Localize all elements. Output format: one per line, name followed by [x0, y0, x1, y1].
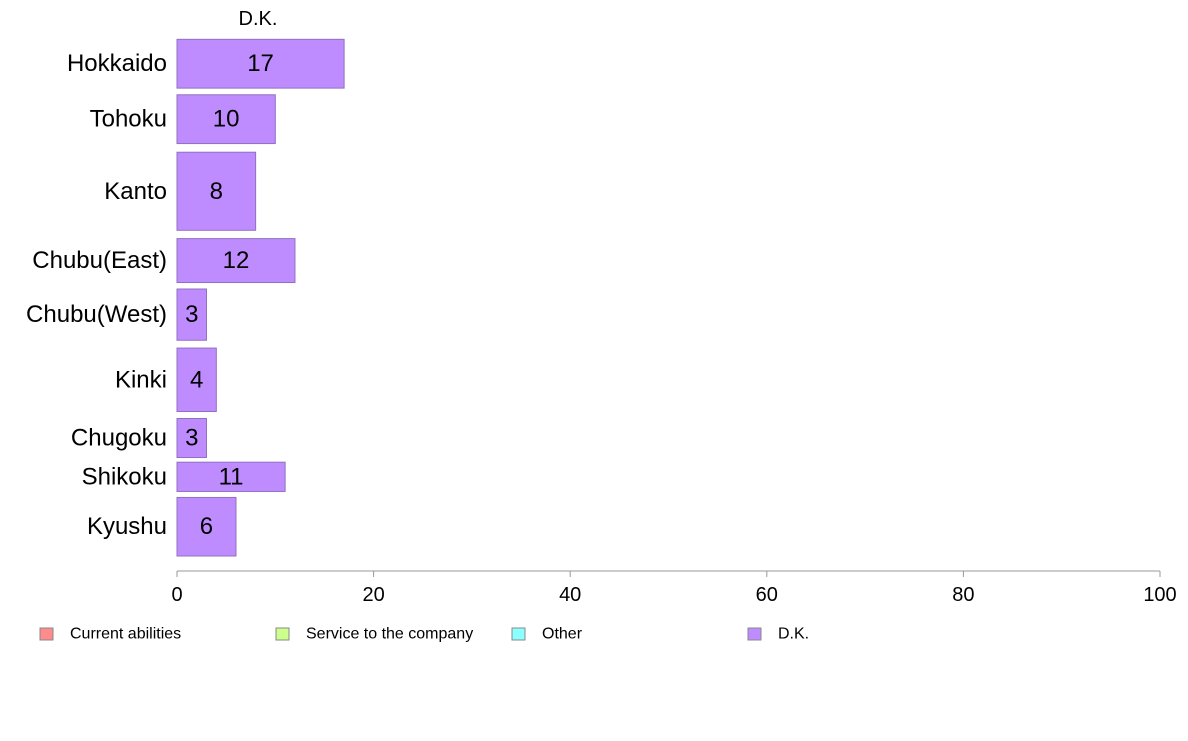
category-label: Chubu(West) [26, 301, 167, 328]
data-label: 11 [219, 463, 244, 490]
legend-label: Service to the company [306, 626, 473, 643]
category-label: Tohoku [90, 106, 167, 133]
bar-segment [176, 417, 207, 459]
legend-label: Other [542, 626, 583, 643]
labels-layer: D.K. Hokkaido 17 Tohoku 10 Kanto 8 Chubu(East) 1… [26, 8, 277, 540]
category-label: Kyushu [87, 513, 167, 540]
category-label: Chugoku [71, 425, 167, 452]
legend-swatch [275, 627, 290, 641]
legend-label: D.K. [778, 626, 809, 643]
category-label: Shikoku [82, 463, 167, 490]
data-label: 3 [185, 425, 198, 452]
bars-layer [176, 38, 345, 557]
data-label: 6 [200, 513, 213, 540]
category-label: Kinki [115, 366, 167, 393]
category-label: Kanto [104, 178, 167, 205]
x-tick-label: 0 [171, 584, 182, 606]
data-label: 3 [185, 301, 198, 328]
bar-segment [176, 238, 296, 284]
x-tick-label: 20 [362, 584, 384, 606]
data-label: 8 [210, 178, 223, 205]
category-label: Chubu(East) [32, 247, 167, 274]
data-label: 10 [213, 106, 240, 133]
x-tick-label: 60 [756, 584, 778, 606]
legend-swatch [747, 627, 762, 641]
bar-segment [176, 496, 237, 557]
x-tick-label: 40 [559, 584, 581, 606]
x-axis: 0 20 40 60 80 100 [171, 570, 1177, 606]
bar-segment [176, 151, 257, 231]
bar-segment [176, 38, 345, 89]
x-tick-label: 80 [952, 584, 974, 606]
data-label: 4 [190, 366, 203, 393]
category-label: Hokkaido [67, 50, 167, 77]
bar-segment [176, 288, 207, 341]
legend-label: Current abilities [70, 626, 181, 643]
legend-swatch [39, 627, 54, 641]
legend-swatch [511, 627, 526, 641]
bar-segment [176, 94, 276, 145]
bar-segment [176, 347, 217, 413]
data-label: 17 [247, 50, 274, 77]
legend: Current abilities Service to the company O… [39, 626, 809, 643]
x-tick-label: 100 [1143, 584, 1176, 606]
segment-header: D.K. [239, 8, 278, 30]
bar-segment [176, 461, 286, 492]
data-label: 12 [223, 247, 250, 274]
